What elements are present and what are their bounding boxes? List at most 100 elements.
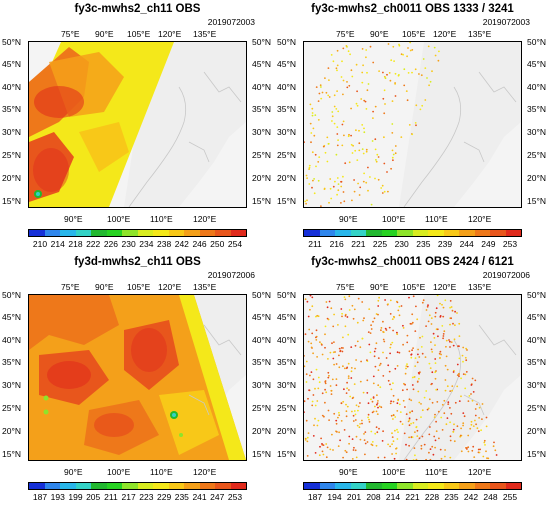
colorbar-swatch [29,483,45,489]
observation-dot [406,334,409,337]
observation-dot [345,410,348,413]
observation-dot [428,84,430,87]
observation-dot [408,124,411,126]
observation-dot [315,368,318,371]
observation-dot [363,172,365,175]
observation-dot [325,391,328,394]
observation-dot [344,325,347,328]
map-canvas [304,295,521,460]
observation-dot [445,423,448,426]
observation-dot [332,325,335,328]
observation-dot [398,314,401,317]
observation-dot [407,47,409,49]
lon-label-bottom: 100°E [382,214,406,224]
observation-dot [364,442,367,445]
observation-dot [374,432,377,435]
observation-dot [417,353,419,356]
observation-dot [453,423,455,426]
map-area [303,294,522,461]
observation-dot [355,456,358,459]
observation-dot [467,450,470,453]
observation-dot [315,339,318,341]
observation-dot [396,402,399,405]
observation-dot [340,308,343,310]
observation-dot [337,445,340,447]
observation-dot [335,422,338,425]
observation-dot [313,424,315,427]
lat-label-left: 15°N [277,449,296,459]
observation-dot [390,59,393,62]
lat-label-right: 30°N [527,380,546,390]
observation-dot [416,435,419,437]
observation-dot [444,455,446,458]
colorbar-swatch [75,230,91,236]
observation-dot [423,396,426,399]
observation-dot [336,49,339,52]
panel-title: fy3c-mwhs2_ch0011 OBS 1333 / 3241 [311,3,514,15]
observation-dot [332,185,335,188]
lat-label-left: 50°N [277,290,296,300]
observation-dot [310,346,313,349]
observation-dot [483,439,486,442]
observation-dot [452,428,455,431]
lon-label-bottom: 90°E [339,467,358,477]
observation-dot [355,129,357,132]
observation-dot [381,184,384,187]
observation-dot [450,341,453,343]
observation-dot [328,96,331,98]
lat-label-right: 20°N [252,173,271,183]
observation-dot [346,316,349,318]
observation-dot [343,134,345,137]
observation-dot [387,364,390,367]
observation-dot [439,350,442,353]
observation-dot [327,409,330,412]
observation-dot [337,139,339,141]
observation-dot [336,90,338,92]
lat-label-left: 30°N [277,127,296,137]
observation-dot [444,379,447,381]
panel-date: 2019072003 [207,17,255,27]
observation-dot [428,362,431,365]
observation-dot [399,411,402,413]
observation-dot [435,420,437,423]
observation-dot [451,309,454,312]
observation-dot [366,359,368,361]
observation-dot [362,319,365,322]
observation-dot [449,439,452,442]
observation-dot [374,177,376,180]
observation-dot [323,187,326,190]
observation-dot [397,431,399,433]
colorbar-swatch [137,483,153,489]
observation-dot [353,383,356,385]
observation-dot [351,397,354,400]
observation-dot [465,347,467,350]
observation-dot [420,416,422,418]
observation-dot [430,317,433,319]
lat-label-right: 20°N [527,426,546,436]
observation-dot [372,110,374,113]
lon-label-bottom: 120°E [468,467,492,477]
observation-dot [450,412,453,415]
observation-dot [425,390,428,392]
observation-dot [333,105,336,108]
observation-dot [368,343,371,346]
observation-dot [472,425,475,427]
colorbar-swatch [428,230,444,236]
observation-dot [340,185,343,188]
observation-dot [408,398,411,401]
observation-dot [335,108,338,110]
colorbar-swatch [215,230,231,236]
observation-dot [380,327,383,329]
colorbar-tick-label: 187 [32,492,48,502]
colorbar-swatch [230,230,246,236]
observation-dot [473,456,476,458]
observation-dot [336,69,338,72]
observation-dot [373,355,376,358]
observation-dot [470,393,472,395]
observation-dot [326,317,329,320]
observation-dot [460,377,462,380]
observation-dot [380,406,383,409]
observation-dot [383,136,385,139]
observation-dot [377,156,380,158]
observation-dot [318,156,321,158]
